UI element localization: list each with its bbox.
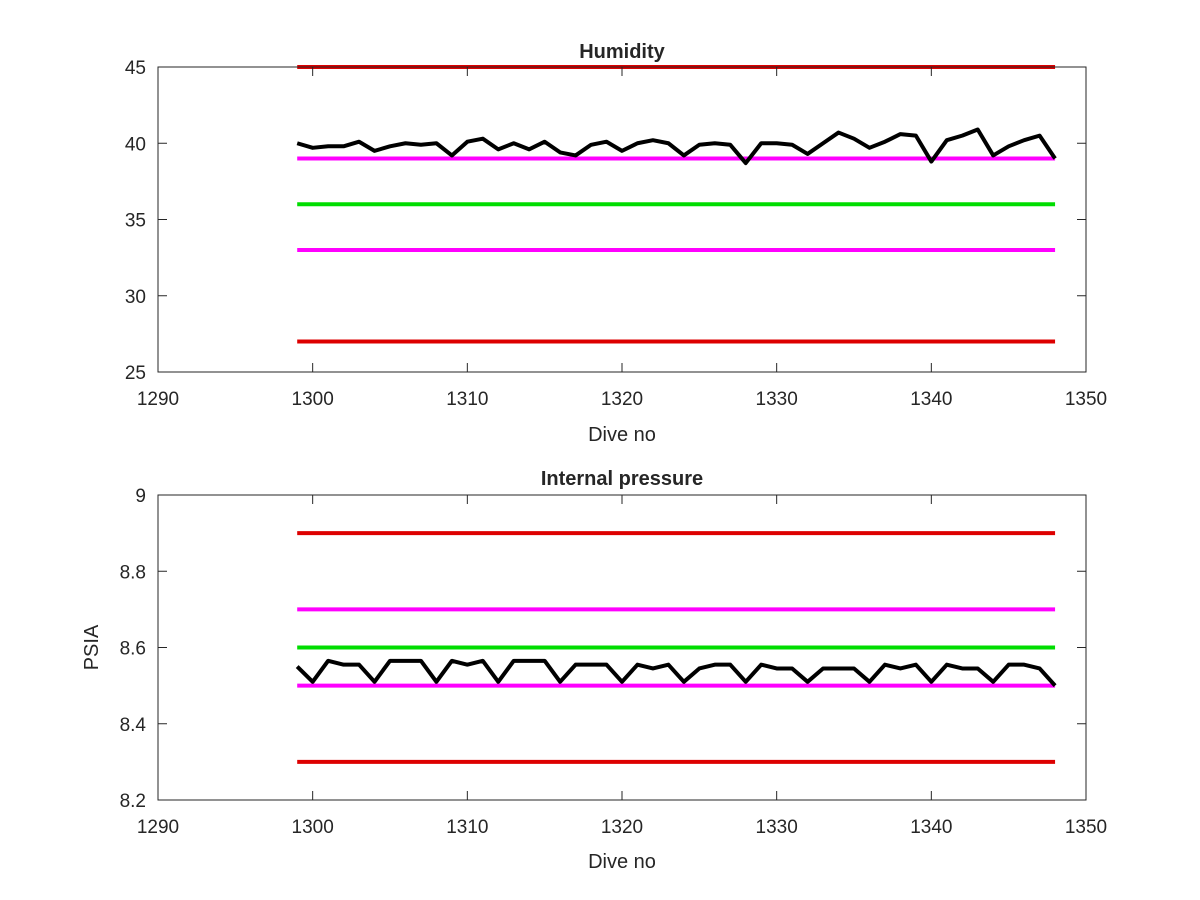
pressure-y-tick-label-3: 8.8 [120, 562, 146, 583]
pressure-y-axis-label: PSIA [81, 624, 103, 670]
humidity-x-tick-label-0: 1290 [137, 389, 179, 410]
pressure-x-tick-label-1: 1300 [292, 817, 334, 838]
pressure-x-tick-label-3: 1320 [601, 817, 643, 838]
humidity-ticks: 1290 1300 1310 1320 1330 1340 1350 25 30 35 40 45 [125, 58, 1107, 410]
humidity-x-tick-label-6: 1350 [1065, 389, 1107, 410]
pressure-y-tick-label-2: 8.6 [120, 639, 146, 660]
humidity-y-tick-label-2: 35 [125, 211, 146, 232]
pressure-series-line-5 [295, 658, 1057, 687]
humidity-y-tick-label-4: 45 [125, 58, 146, 79]
pressure-series [295, 531, 1057, 764]
humidity-x-tick-label-5: 1340 [910, 389, 952, 410]
pressure-title: Internal pressure [541, 468, 703, 490]
humidity-x-tick-label-1: 1300 [292, 389, 334, 410]
pressure-x-axis-label: Dive no [588, 851, 656, 873]
humidity-x-tick-label-3: 1320 [601, 389, 643, 410]
pressure-x-tick-label-0: 1290 [137, 817, 179, 838]
humidity-y-tick-label-1: 30 [125, 287, 146, 308]
pressure-x-tick-label-4: 1330 [756, 817, 798, 838]
humidity-x-tick-label-4: 1330 [756, 389, 798, 410]
humidity-plot: 1290 1300 1310 1320 1330 1340 1350 25 30 35 40 45 H… [125, 41, 1107, 446]
humidity-x-axis-label: Dive no [588, 424, 656, 446]
humidity-y-tick-label-3: 40 [125, 134, 146, 155]
pressure-y-tick-label-1: 8.4 [120, 715, 147, 736]
humidity-title: Humidity [579, 41, 665, 63]
humidity-series-line-5 [296, 127, 1057, 166]
pressure-x-tick-label-5: 1340 [910, 817, 952, 838]
pressure-y-tick-label-0: 8.2 [120, 791, 146, 812]
pressure-plot: 1290 1300 1310 1320 1330 1340 1350 8.2 8.4 8.6 8.8… [81, 468, 1107, 873]
pressure-x-tick-label-6: 1350 [1065, 817, 1107, 838]
pressure-y-tick-label-4: 9 [135, 486, 146, 507]
humidity-y-tick-label-0: 25 [125, 363, 146, 384]
humidity-x-tick-label-2: 1310 [446, 389, 488, 410]
pressure-x-tick-label-2: 1310 [446, 817, 488, 838]
pressure-ticks: 1290 1300 1310 1320 1330 1340 1350 8.2 8.4 8.6 8.8… [120, 486, 1108, 838]
